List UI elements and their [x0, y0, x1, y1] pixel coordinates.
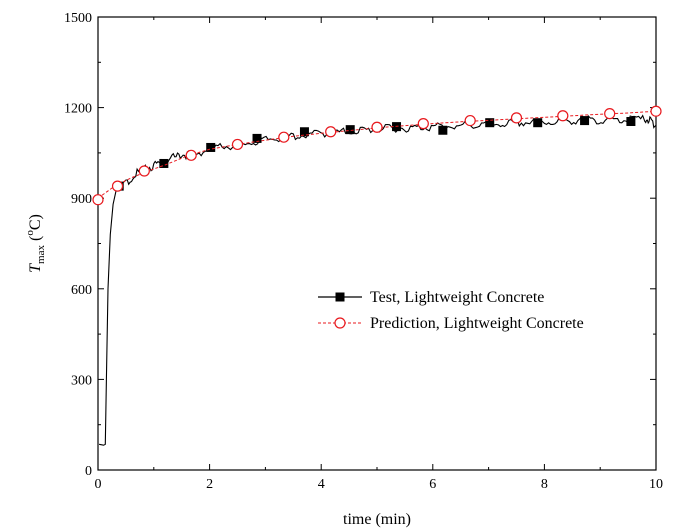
x-tick-label: 0 [95, 477, 102, 492]
y-axis-label-unit-close: C) [27, 214, 44, 230]
y-tick-label: 1500 [64, 11, 92, 26]
data-point-prediction [325, 126, 337, 138]
y-axis-label-main: T [27, 263, 44, 273]
data-point-test [485, 118, 495, 128]
y-tick-label: 300 [71, 373, 92, 388]
data-point-test [580, 116, 590, 126]
legend-marker-prediction [334, 317, 346, 329]
x-tick-label: 10 [649, 477, 663, 492]
x-tick-label: 4 [318, 477, 325, 492]
data-point-prediction [111, 180, 124, 192]
legend: Test, Lightweight Concrete Prediction, L… [318, 289, 584, 332]
data-point-test [626, 116, 636, 126]
data-point-prediction [92, 194, 104, 206]
y-tick-label: 1200 [64, 102, 92, 117]
data-point-test [299, 127, 309, 137]
data-point-test [438, 125, 448, 135]
data-point-test [345, 125, 355, 135]
data-point-prediction [510, 112, 523, 124]
data-point-test [206, 142, 216, 152]
x-tick-label: 6 [429, 477, 436, 492]
legend-entry-prediction: Prediction, Lightweight Concrete [318, 315, 584, 332]
x-axis: 0 2 4 6 8 10 [95, 17, 663, 492]
y-axis-label: Tmax (oC) [24, 214, 47, 273]
y-axis-label-unit-sup: o [24, 230, 36, 236]
legend-entry-test: Test, Lightweight Concrete [318, 289, 544, 306]
data-point-prediction [464, 114, 476, 127]
y-axis: 0 300 600 900 1200 1500 [64, 11, 656, 479]
data-point-prediction [278, 131, 290, 143]
data-point-prediction [138, 165, 150, 177]
y-tick-label: 0 [85, 464, 92, 479]
series-layer [92, 105, 662, 446]
data-point-test [159, 158, 169, 168]
series-line-0 [98, 114, 657, 446]
plot-frame [97, 16, 657, 471]
x-tick-label: 8 [541, 477, 548, 492]
y-tick-label: 900 [71, 192, 92, 207]
y-axis-label-unit-open: ( [27, 236, 44, 245]
legend-label-prediction: Prediction, Lightweight Concrete [370, 315, 584, 332]
data-point-prediction [185, 149, 197, 161]
legend-label-test: Test, Lightweight Concrete [370, 289, 544, 306]
data-point-test [252, 133, 262, 143]
data-point-prediction [417, 118, 429, 130]
x-axis-label: time (min) [343, 511, 411, 528]
data-point-prediction [650, 105, 662, 117]
data-point-prediction [371, 121, 383, 133]
data-point-test [533, 118, 543, 128]
x-tick-label: 2 [206, 477, 213, 492]
data-point-prediction [231, 138, 244, 151]
legend-marker-test [335, 292, 345, 302]
y-tick-label: 600 [71, 283, 92, 298]
y-axis-label-subscript: max [35, 244, 47, 263]
data-point-prediction [604, 108, 616, 120]
data-point-prediction [557, 110, 569, 122]
